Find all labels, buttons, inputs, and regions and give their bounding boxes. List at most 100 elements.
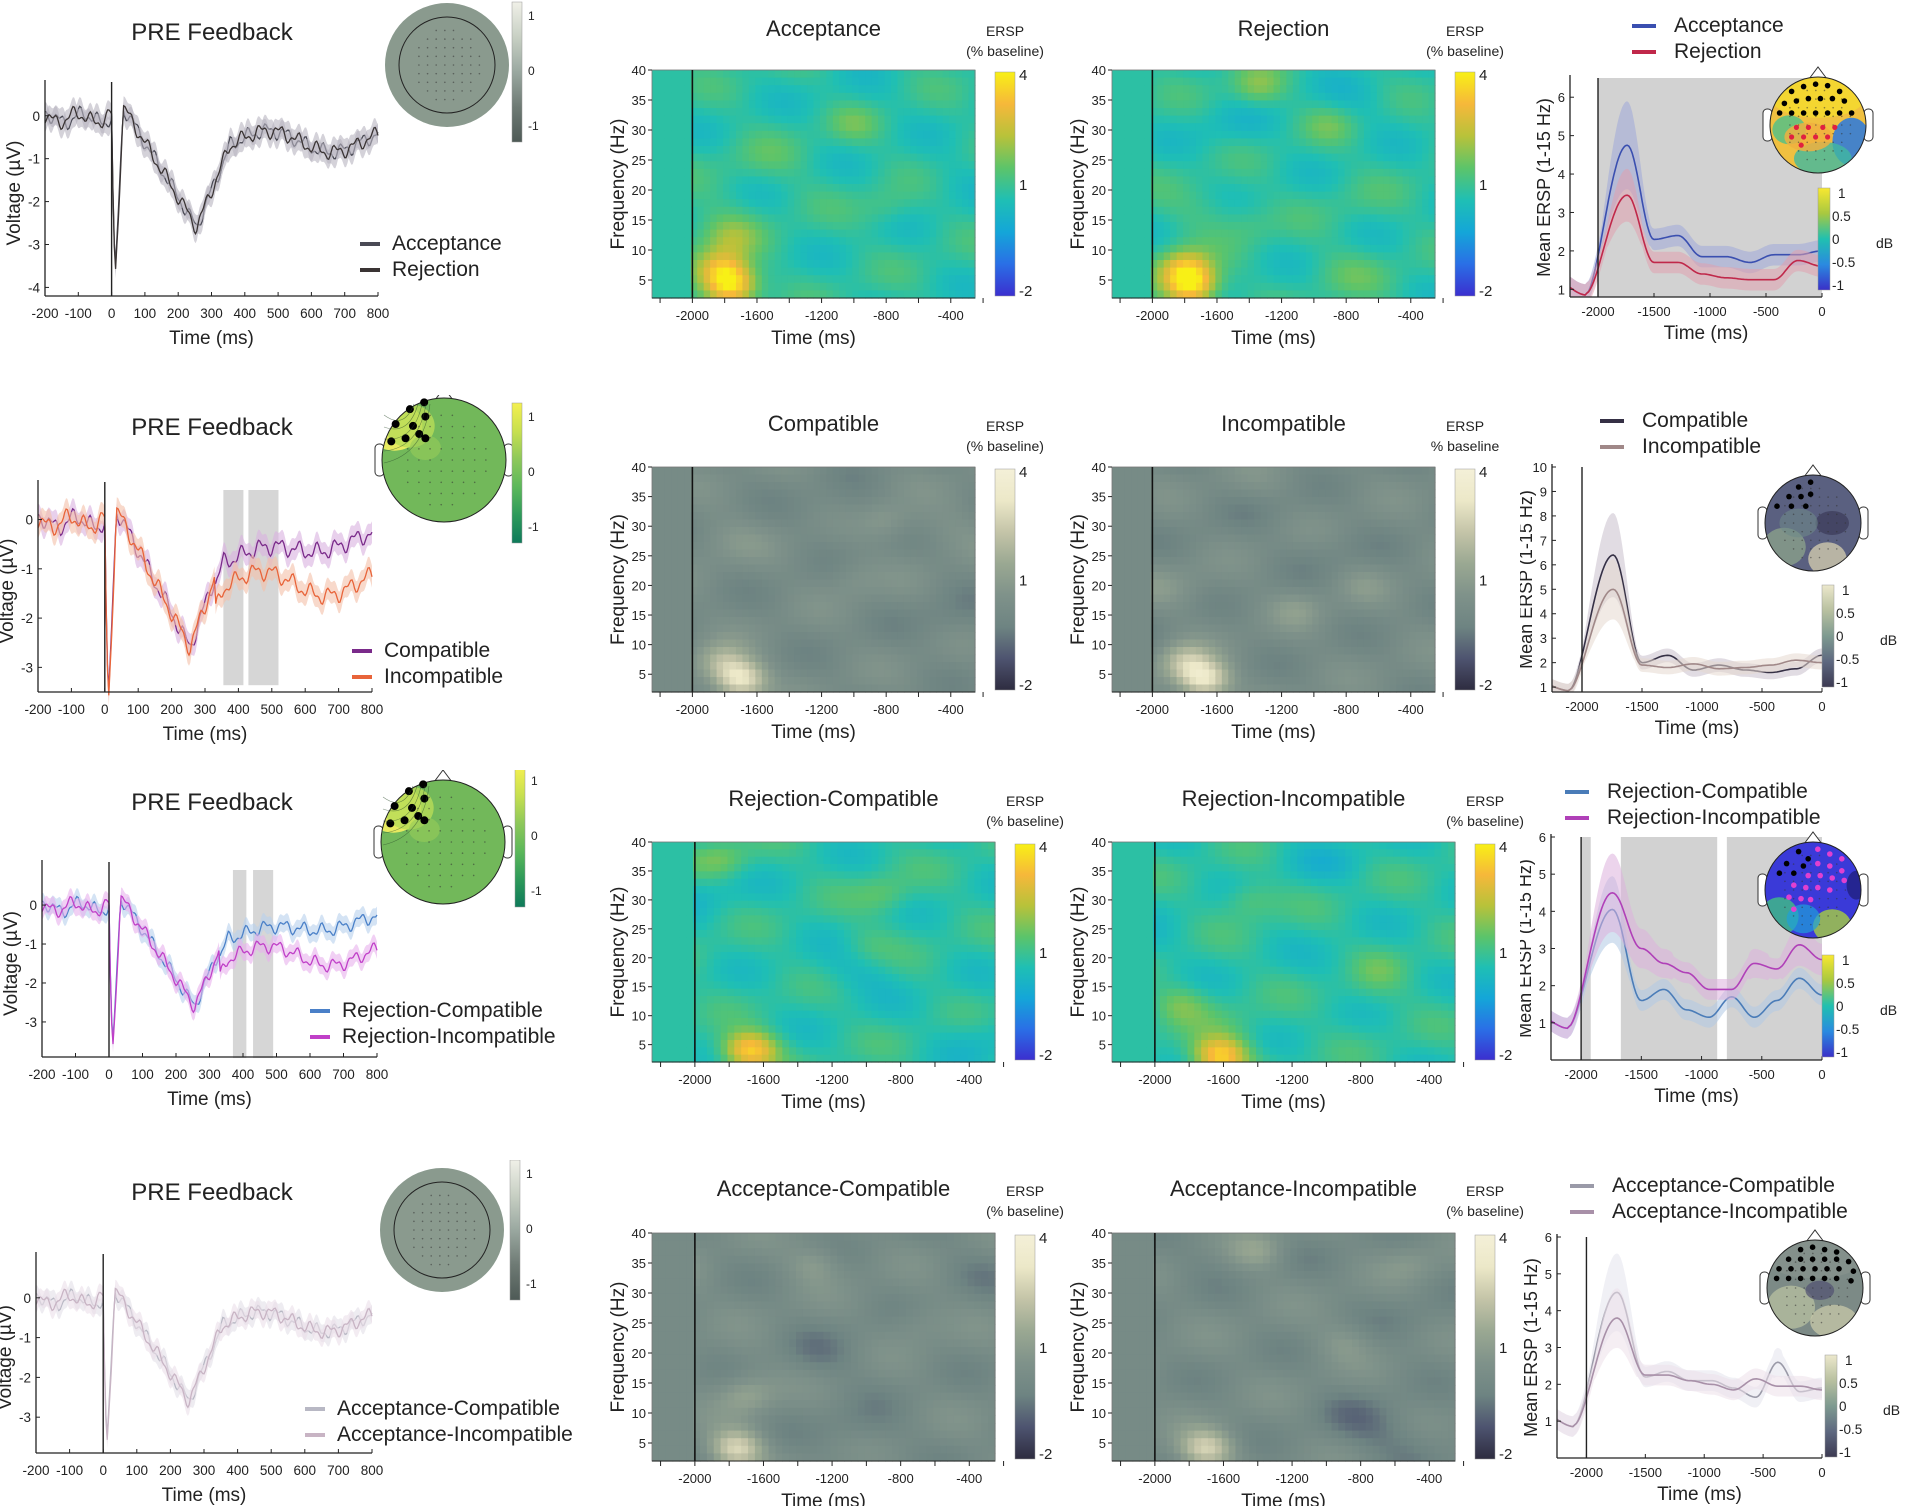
electrode [461,841,464,843]
colorbar-tick: 1 [1499,1340,1507,1357]
y-tick-label: 30 [1092,893,1106,908]
electrode [1810,556,1812,559]
electrode [440,425,443,428]
electrode [1820,1313,1823,1315]
y-axis-label: Mean ERSP (1-15 Hz) [1520,490,1536,669]
electrode [1789,115,1791,118]
electrode-marker [1791,882,1797,888]
electrode [440,481,443,484]
topo-map [373,770,513,905]
x-tick-label: -1200 [1265,702,1298,717]
electrode [473,1220,476,1223]
y-tick-label: 5 [1540,582,1547,597]
electrode [440,492,443,495]
topo-colorbar-tick: 1 [1842,953,1850,968]
y-axis-label: Mean ERSP (1-15 Hz) [1520,859,1535,1038]
electrode [1801,854,1803,857]
y-tick-label: 30 [632,1286,646,1301]
electrode [452,81,455,84]
ersp-line [1551,588,1823,692]
electrode [439,1203,441,1205]
electrode [1837,1295,1840,1298]
legend-swatch [310,1035,330,1039]
electrode-marker [415,429,424,438]
y-tick-label: 6 [1539,830,1546,845]
x-tick-label: -400 [1398,702,1424,717]
electrode [429,448,431,450]
y-tick-label: -2 [28,195,40,210]
heatmap-title: Acceptance [766,16,881,41]
electrode [473,1237,476,1240]
electrode [430,1194,433,1197]
electrode-marker [1809,1275,1816,1282]
ersp-line [1550,891,1823,1030]
electrode [451,503,454,506]
y-tick-label: 20 [632,183,646,198]
electrode [405,863,408,866]
x-tick-label: -2000 [1138,1471,1171,1486]
electrode [1792,530,1795,533]
x-tick-label: 800 [361,1463,384,1478]
x-axis-label: Time (ms) [771,328,856,349]
electrode [1827,496,1829,498]
electrode [451,414,454,417]
electrode [1827,548,1829,550]
electrode-marker [1786,894,1792,900]
topo-head-outline [398,16,496,114]
electrode [1818,530,1821,533]
electrode [1810,889,1812,891]
y-tick-label: 4 [1539,904,1546,919]
electrode [1801,539,1803,542]
electrode [444,72,446,75]
topo-head-outline [1769,76,1867,174]
y-tick-label: 1 [1539,1016,1546,1031]
x-axis-label: Time (ms) [1231,328,1316,349]
electrode [484,830,486,832]
electrode [1801,504,1803,507]
electrode [1803,1278,1805,1281]
colorbar-title: ERSP [1006,1183,1044,1199]
heatmap-cells [1112,842,1456,1063]
electrode [450,852,453,854]
topo-colorbar-tick: -1 [528,520,539,534]
electrode [1792,496,1795,498]
x-tick-label: 0 [1818,699,1825,714]
electrode [1810,880,1812,883]
electrode [1818,496,1821,498]
y-tick-label: 40 [1092,460,1106,475]
electrode [1801,548,1803,550]
x-tick-label: -400 [1416,1072,1442,1087]
x-tick-label: -1200 [815,1471,848,1486]
electrode-marker [1848,1278,1854,1284]
ersp-colorbar [1014,1234,1036,1460]
y-tick-label: 25 [1092,153,1106,168]
electrode-marker [1827,887,1833,893]
electrode-marker [1788,503,1795,509]
electrode [447,1255,450,1257]
colorbar-tick: 1 [1039,945,1047,962]
electrode [447,1229,450,1231]
erp-panel: PRE Feedback-200 -100 0 100 200 300 400 500 600 7… [1,770,556,1110]
topo-colorbar-tick: 0 [1832,232,1840,247]
electrode [469,64,472,66]
electrode-marker [420,398,429,407]
electrode [418,448,420,450]
topo-head-outline [381,397,507,523]
x-tick-label: -2000 [1565,699,1598,714]
x-tick-label: -400 [1416,1471,1442,1486]
y-axis-label: Voltage (µV) [4,141,25,246]
electrode [1837,1261,1840,1263]
colorbar-tick: 4 [1499,839,1507,856]
electrode [429,425,431,428]
electrode [1840,132,1843,135]
topo-colorbar-tick: 1 [531,774,538,788]
electrode [430,1237,433,1240]
x-tick-label: 300 [194,702,217,717]
legend-swatch [1570,1184,1594,1188]
y-tick-label: 35 [1092,93,1106,108]
y-tick-label: 1 [1540,680,1547,695]
electrode [1823,106,1826,109]
electrode [484,852,486,854]
electrode [450,830,453,832]
electrode [478,64,481,66]
